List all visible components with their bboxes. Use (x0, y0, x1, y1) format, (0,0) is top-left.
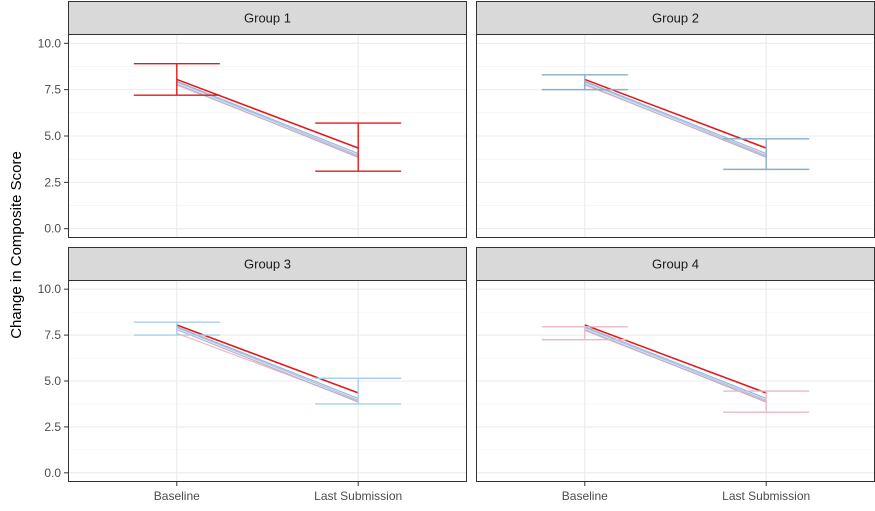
panel-border (68, 280, 467, 482)
series-line (584, 83, 767, 158)
error-bar (541, 74, 628, 91)
x-tick-label: Last Submission (722, 489, 810, 503)
panel-strip (68, 247, 467, 281)
error-bar (133, 62, 220, 96)
series-line (176, 80, 359, 155)
series-line (584, 329, 767, 403)
panel-strip (68, 1, 467, 35)
panel-3: Group 3 0.0 2.5 5.0 7.5 10.0 Baseline Last Subm… (38, 247, 467, 503)
panel-strip-label: Group 4 (652, 257, 699, 272)
error-bar (541, 326, 628, 341)
y-tick-label: 0.0 (44, 222, 61, 236)
y-tick-label: 0.0 (44, 466, 61, 480)
series-line (584, 78, 767, 149)
y-tick-label: 7.5 (44, 83, 61, 97)
error-bar (723, 390, 810, 413)
y-tick-label: 5.0 (44, 129, 61, 143)
x-tick-label: Baseline (562, 489, 608, 503)
y-tick-label: 2.5 (44, 175, 61, 189)
y-tick-label: 10.0 (38, 36, 62, 50)
series-line (176, 81, 359, 157)
series-line (176, 326, 359, 400)
series-line (584, 324, 767, 394)
error-bar (133, 321, 220, 336)
panel-strip-label: Group 3 (244, 257, 291, 272)
panel-1: Group 1 0.0 2.5 5.0 7.5 10.0 (38, 1, 467, 238)
panel-border (68, 34, 467, 238)
error-bar (723, 138, 810, 171)
y-tick-label: 5.0 (44, 374, 61, 388)
series-line (176, 83, 359, 158)
series-line (584, 81, 767, 157)
y-tick-label: 10.0 (38, 282, 62, 296)
y-axis-title: Change in Composite Score (8, 151, 25, 339)
series-line (176, 324, 359, 394)
x-tick-label: Last Submission (314, 489, 402, 503)
panel-4: Group 4 Baseline Last Submission (476, 247, 875, 503)
series-line (584, 80, 767, 155)
error-bar (315, 377, 402, 405)
y-tick-label: 7.5 (44, 328, 61, 342)
panel-strip (476, 247, 875, 281)
x-tick-label: Baseline (154, 489, 200, 503)
y-tick-label: 2.5 (44, 420, 61, 434)
error-bar (315, 122, 402, 172)
series-line (176, 78, 359, 149)
series-line (584, 326, 767, 400)
panel-strip (476, 1, 875, 35)
series-line (176, 329, 359, 403)
series-line (176, 327, 359, 401)
panel-strip-label: Group 2 (652, 11, 699, 26)
panel-2: Group 2 (476, 1, 875, 238)
panel-strip-label: Group 1 (244, 11, 291, 26)
